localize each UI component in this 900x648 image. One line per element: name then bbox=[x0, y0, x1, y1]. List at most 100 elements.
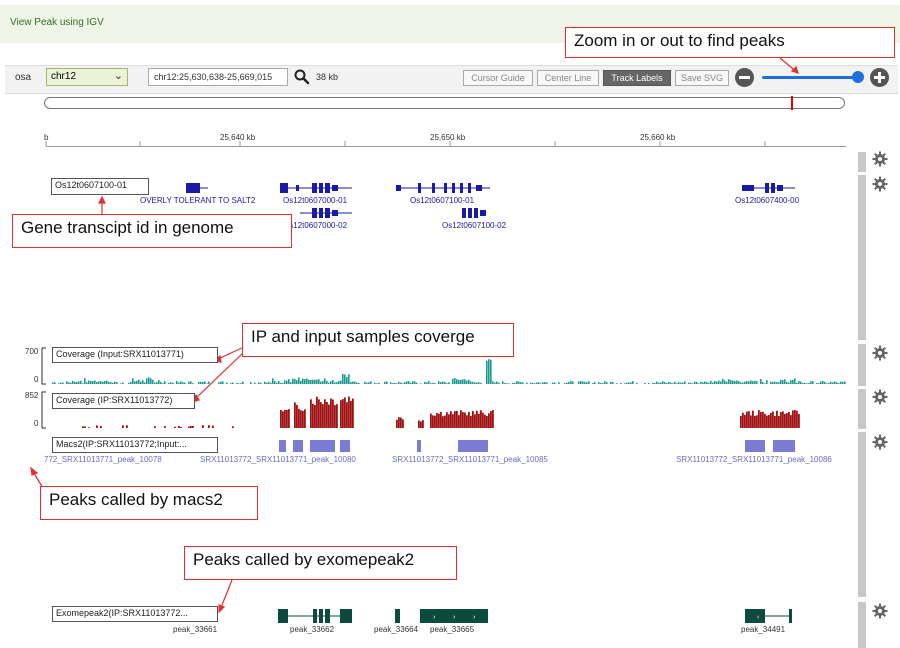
gene-name[interactable]: OVERLY TOLERANT TO SALT2 bbox=[140, 196, 256, 205]
input-coverage-bar bbox=[476, 382, 478, 384]
cursor-guide-button[interactable]: Cursor Guide bbox=[463, 70, 533, 86]
input-coverage-bar bbox=[470, 381, 472, 384]
input-coverage-bar bbox=[494, 382, 496, 384]
gear-icon[interactable] bbox=[872, 151, 888, 167]
ip-coverage-bar bbox=[420, 421, 422, 428]
input-coverage-bar bbox=[76, 381, 78, 384]
gene-track-label[interactable]: Os12t0607100-01 bbox=[51, 178, 149, 195]
input-coverage-bar bbox=[356, 382, 358, 384]
input-coverage-bar bbox=[122, 382, 124, 384]
exomepeak2-peak-name[interactable]: peak_34491 bbox=[741, 625, 786, 634]
exomepeak2-peak-name[interactable]: peak_33661 bbox=[173, 625, 218, 634]
gene-name[interactable]: Os12t0607000-02 bbox=[283, 221, 348, 230]
ip-coverage-bar bbox=[744, 414, 746, 428]
track-gutter[interactable] bbox=[858, 432, 866, 597]
zoom-callout: Zoom in or out to find peaks bbox=[565, 27, 895, 58]
macs2-peak-name[interactable]: SRX11013772_SRX11013771_peak_10085 bbox=[392, 455, 548, 464]
gene-name[interactable]: Os12t0607000-01 bbox=[283, 196, 348, 205]
input-coverage-bar bbox=[530, 382, 532, 384]
ip-coverage-bar bbox=[436, 412, 438, 428]
exomepeak2-track-label[interactable]: Exomepeak2(IP:SRX11013772... bbox=[52, 606, 218, 622]
ip-coverage-bar bbox=[100, 425, 102, 428]
input-coverage-bar bbox=[780, 379, 782, 384]
zoom-in-icon[interactable] bbox=[870, 68, 889, 87]
center-line-button[interactable]: Center Line bbox=[537, 70, 599, 86]
gene-name[interactable]: Os12t0607100-01 bbox=[410, 196, 475, 205]
track-gutter[interactable] bbox=[858, 602, 866, 648]
track-gutter[interactable] bbox=[858, 389, 866, 429]
zoom-out-icon[interactable] bbox=[735, 68, 754, 87]
gear-icon[interactable] bbox=[872, 176, 888, 192]
input-coverage-bar bbox=[704, 381, 706, 384]
track-gutter[interactable] bbox=[858, 152, 866, 172]
input-coverage-bar bbox=[100, 381, 102, 384]
ip-coverage-bar bbox=[790, 415, 792, 428]
macs2-peak-name[interactable]: SRX11013772_SRX11013771_peak_10080 bbox=[200, 455, 356, 464]
input-coverage-bar bbox=[798, 381, 800, 384]
input-coverage-bar bbox=[138, 379, 140, 384]
ip-coverage-bar bbox=[192, 425, 194, 428]
ip-coverage-bar bbox=[188, 426, 190, 428]
exomepeak2-peak-name[interactable]: peak_33665 bbox=[430, 625, 475, 634]
ip-coverage-label[interactable]: Coverage (IP:SRX11013772) bbox=[52, 393, 195, 409]
input-coverage-bar bbox=[732, 380, 734, 384]
input-coverage-bar bbox=[496, 381, 498, 384]
track-labels-button[interactable]: Track Labels bbox=[603, 70, 671, 86]
input-coverage-bar bbox=[306, 378, 308, 384]
input-coverage-bar bbox=[522, 382, 524, 384]
ip-coverage-bar bbox=[310, 399, 312, 428]
input-coverage-bar bbox=[490, 359, 492, 384]
input-coverage-bar bbox=[412, 381, 414, 384]
ip-coverage-bar bbox=[476, 410, 478, 428]
gear-icon[interactable] bbox=[872, 603, 888, 619]
zoom-slider[interactable] bbox=[762, 76, 862, 79]
input-coverage-bar bbox=[820, 381, 822, 384]
gene-name[interactable]: Os12t0607400-00 bbox=[735, 196, 800, 205]
svg-text:›: › bbox=[433, 614, 436, 621]
input-coverage-bar bbox=[626, 382, 628, 384]
ip-coverage-bar bbox=[122, 425, 124, 428]
locus-input[interactable]: chr12:25,630,638-25,669,015 bbox=[148, 68, 288, 86]
input-coverage-bar bbox=[542, 382, 544, 384]
ip-coverage-bar bbox=[82, 426, 84, 428]
macs2-peak-name[interactable]: SRX11013772_SRX11013771_peak_10086 bbox=[676, 455, 832, 464]
ip-coverage-bar bbox=[284, 409, 286, 428]
chromosome-select[interactable]: chr12 ⌄ bbox=[46, 68, 128, 86]
ip-coverage-bar bbox=[126, 425, 128, 428]
input-coverage-bar bbox=[102, 381, 104, 384]
input-coverage-label[interactable]: Coverage (Input:SRX11013771) bbox=[52, 347, 218, 363]
ip-coverage-bar bbox=[180, 426, 182, 428]
gear-icon[interactable] bbox=[872, 345, 888, 361]
zoom-slider-thumb[interactable] bbox=[852, 71, 864, 83]
input-coverage-bar bbox=[460, 379, 462, 384]
macs2-track-label[interactable]: Macs2(IP:SRX11013772;Input:... bbox=[52, 437, 218, 453]
input-coverage-bar bbox=[478, 382, 480, 384]
track-gutter[interactable] bbox=[858, 344, 866, 386]
input-coverage-bar bbox=[766, 380, 768, 384]
ip-scale-max: 852 bbox=[25, 391, 39, 400]
input-coverage-bar bbox=[154, 382, 156, 384]
input-coverage-bar bbox=[276, 382, 278, 384]
save-svg-button[interactable]: Save SVG bbox=[675, 70, 729, 86]
macs2-peak-name[interactable]: 772_SRX11013771_peak_10078 bbox=[44, 455, 162, 464]
input-coverage-bar bbox=[308, 379, 310, 384]
input-coverage-bar bbox=[832, 382, 834, 384]
input-coverage-bar bbox=[400, 382, 402, 384]
ip-coverage-bar bbox=[770, 412, 772, 428]
gene-name[interactable]: Os12t0607100-02 bbox=[442, 221, 507, 230]
exomepeak2-peak-name[interactable]: peak_33662 bbox=[290, 625, 335, 634]
input-coverage-bar bbox=[772, 381, 774, 384]
exomepeak2-peak-name[interactable]: peak_33664 bbox=[374, 625, 419, 634]
chromosome-ideogram[interactable] bbox=[44, 97, 845, 109]
search-icon[interactable] bbox=[293, 68, 311, 86]
gear-icon[interactable] bbox=[872, 434, 888, 450]
ip-coverage-bar bbox=[486, 416, 488, 428]
input-coverage-bar bbox=[278, 381, 280, 384]
ip-coverage-bar bbox=[212, 425, 214, 428]
input-coverage-bar bbox=[410, 382, 412, 384]
input-coverage-bar bbox=[582, 381, 584, 384]
input-coverage-bar bbox=[584, 381, 586, 384]
track-gutter[interactable] bbox=[858, 175, 866, 340]
gear-icon[interactable] bbox=[872, 389, 888, 405]
input-coverage-bar bbox=[144, 382, 146, 384]
